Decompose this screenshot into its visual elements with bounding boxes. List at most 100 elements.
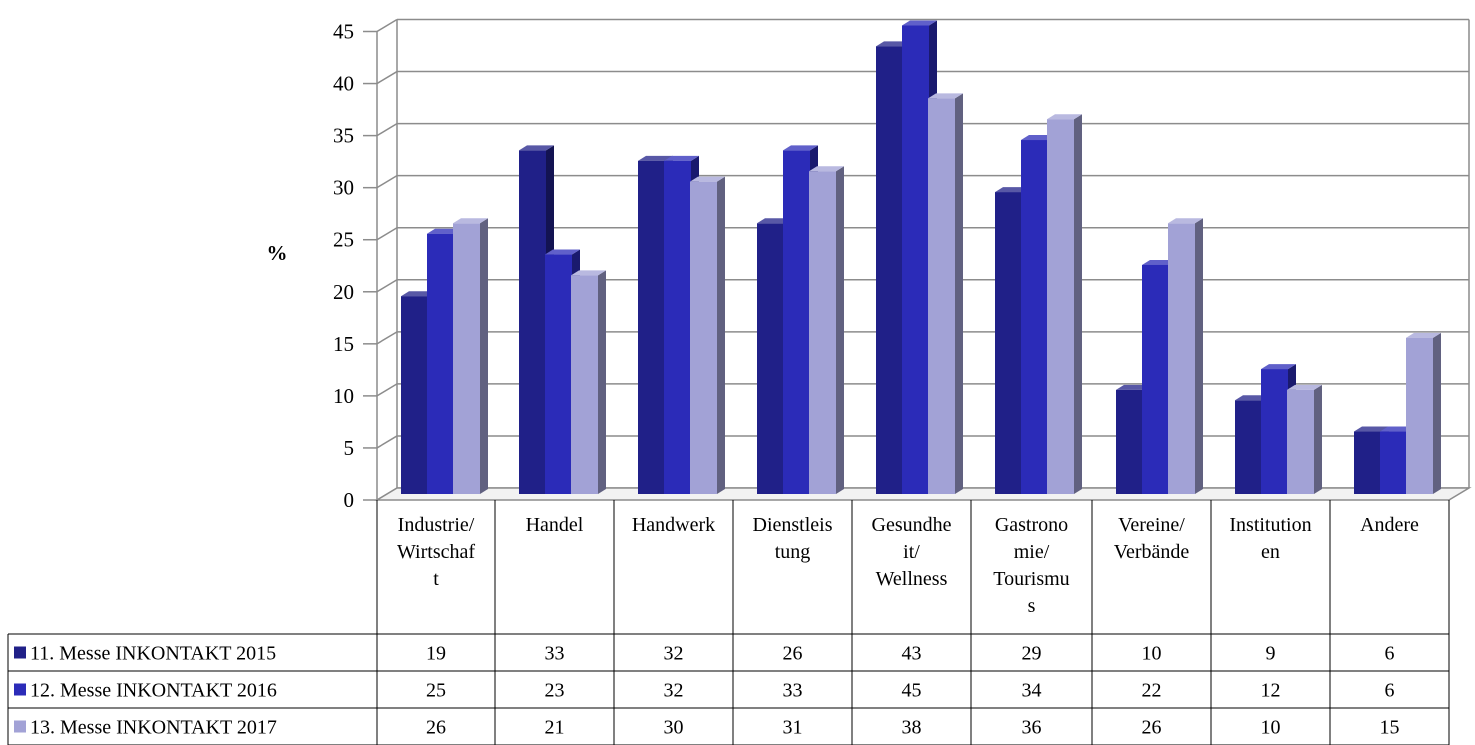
table-cell-value: 19: [426, 643, 446, 665]
table-cell-value: 33: [545, 643, 565, 665]
bar-front: [928, 98, 955, 494]
legend-swatch: [14, 647, 26, 659]
y-tick-label: 0: [344, 488, 355, 512]
y-tick-label: 35: [333, 124, 354, 148]
gridline-diagonal: [377, 228, 397, 240]
table-cell-value: 6: [1385, 643, 1395, 665]
category-label: Gesundhe it/Wellness: [872, 514, 952, 590]
bar-front: [1168, 223, 1195, 494]
table-cell-value: 45: [902, 680, 922, 702]
category-label: Handwerk: [632, 514, 715, 536]
bar-front: [427, 234, 454, 494]
bar: [809, 166, 844, 494]
category-label: Dienstleis tung: [753, 514, 833, 563]
bar-front: [1406, 338, 1433, 494]
bar-side: [1433, 333, 1441, 494]
bar-front: [690, 182, 717, 494]
table-cell-value: 31: [783, 717, 803, 739]
bar-side: [480, 218, 488, 494]
y-tick-label: 10: [333, 384, 354, 408]
table-cell-value: 10: [1142, 643, 1162, 665]
data-table: Industrie/Wirtschaf t Handel Handwerk Dienst…: [8, 500, 1449, 745]
category-label: Vereine/Verbände: [1114, 514, 1190, 563]
bar-front: [1021, 140, 1048, 494]
table-cell-value: 26: [1142, 717, 1162, 739]
y-axis-label: %: [267, 241, 288, 265]
bar: [571, 270, 606, 494]
y-tick-label: 25: [333, 228, 354, 252]
bar-front: [1261, 369, 1288, 494]
table-cell-value: 30: [664, 717, 684, 739]
table-cell-value: 6: [1385, 680, 1395, 702]
bars: [401, 21, 1441, 495]
category-label: Industrie/Wirtschaf t: [397, 514, 475, 590]
table-cell-value: 23: [545, 680, 565, 702]
bar-front: [1142, 265, 1169, 494]
category-label: Gastrono mie/Tourismu s: [993, 514, 1069, 617]
bar-side: [717, 177, 725, 494]
bar: [1287, 385, 1322, 494]
gridline-diagonal: [377, 280, 397, 292]
table-cell-value: 9: [1266, 643, 1276, 665]
table-cell-value: 15: [1380, 717, 1400, 739]
y-tick-label: 20: [333, 280, 354, 304]
bar: [928, 93, 963, 494]
bar-front: [519, 150, 546, 494]
table-cell-value: 33: [783, 680, 803, 702]
legend-label: 11. Messe INKONTAKT 2015: [30, 643, 276, 665]
gridline-diagonal: [377, 332, 397, 344]
table-cell-value: 25: [426, 680, 446, 702]
bar-front: [1354, 432, 1381, 494]
bar-side: [598, 270, 606, 494]
bar-front: [902, 26, 929, 495]
bar-front: [757, 223, 784, 494]
table-cell-value: 32: [664, 680, 684, 702]
table-cell-value: 32: [664, 643, 684, 665]
category-label: Handel: [526, 514, 584, 536]
bar-front: [995, 192, 1022, 494]
table-cell-value: 26: [426, 717, 446, 739]
legend-swatch: [14, 721, 26, 733]
gridline-diagonal: [377, 72, 397, 84]
bar-front: [638, 161, 665, 494]
bar-front: [1287, 390, 1314, 494]
bar-front: [401, 296, 428, 494]
gridline-diagonal: [377, 384, 397, 396]
bar-side: [1314, 385, 1322, 494]
y-tick-label: 40: [333, 72, 354, 96]
table-cell-value: 22: [1142, 680, 1162, 702]
bar-side: [955, 93, 963, 494]
bar-front: [876, 46, 903, 494]
table-cell-value: 34: [1022, 680, 1042, 702]
bar-front: [1235, 400, 1262, 494]
bar-front: [1380, 432, 1407, 494]
bar-side: [1074, 114, 1082, 494]
table-cell-value: 10: [1261, 717, 1281, 739]
bar: [690, 177, 725, 494]
gridline-diagonal: [377, 20, 397, 32]
table-cell-value: 21: [545, 717, 565, 739]
bar: [1168, 218, 1203, 494]
gridline-diagonal: [377, 436, 397, 448]
y-tick-label: 30: [333, 176, 354, 200]
table-cell-value: 26: [783, 643, 803, 665]
bar-front: [809, 171, 836, 494]
category-label: Institution en: [1229, 514, 1311, 563]
legend-label: 13. Messe INKONTAKT 2017: [30, 717, 277, 739]
gridline-diagonal: [377, 176, 397, 188]
bar-front: [1116, 390, 1143, 494]
y-tick-label: 5: [344, 436, 355, 460]
bar: [1047, 114, 1082, 494]
gridline-diagonal: [377, 124, 397, 136]
bar-front: [571, 275, 598, 494]
bar: [1406, 333, 1441, 494]
bar-side: [836, 166, 844, 494]
bar-side: [1195, 218, 1203, 494]
bar: [453, 218, 488, 494]
table-cell-value: 43: [902, 643, 922, 665]
legend-swatch: [14, 684, 26, 696]
legend-label: 12. Messe INKONTAKT 2016: [30, 680, 277, 702]
bar-front: [545, 255, 572, 494]
y-axis: 0 5 10 15 20 25 30 35 40 45: [333, 20, 377, 513]
